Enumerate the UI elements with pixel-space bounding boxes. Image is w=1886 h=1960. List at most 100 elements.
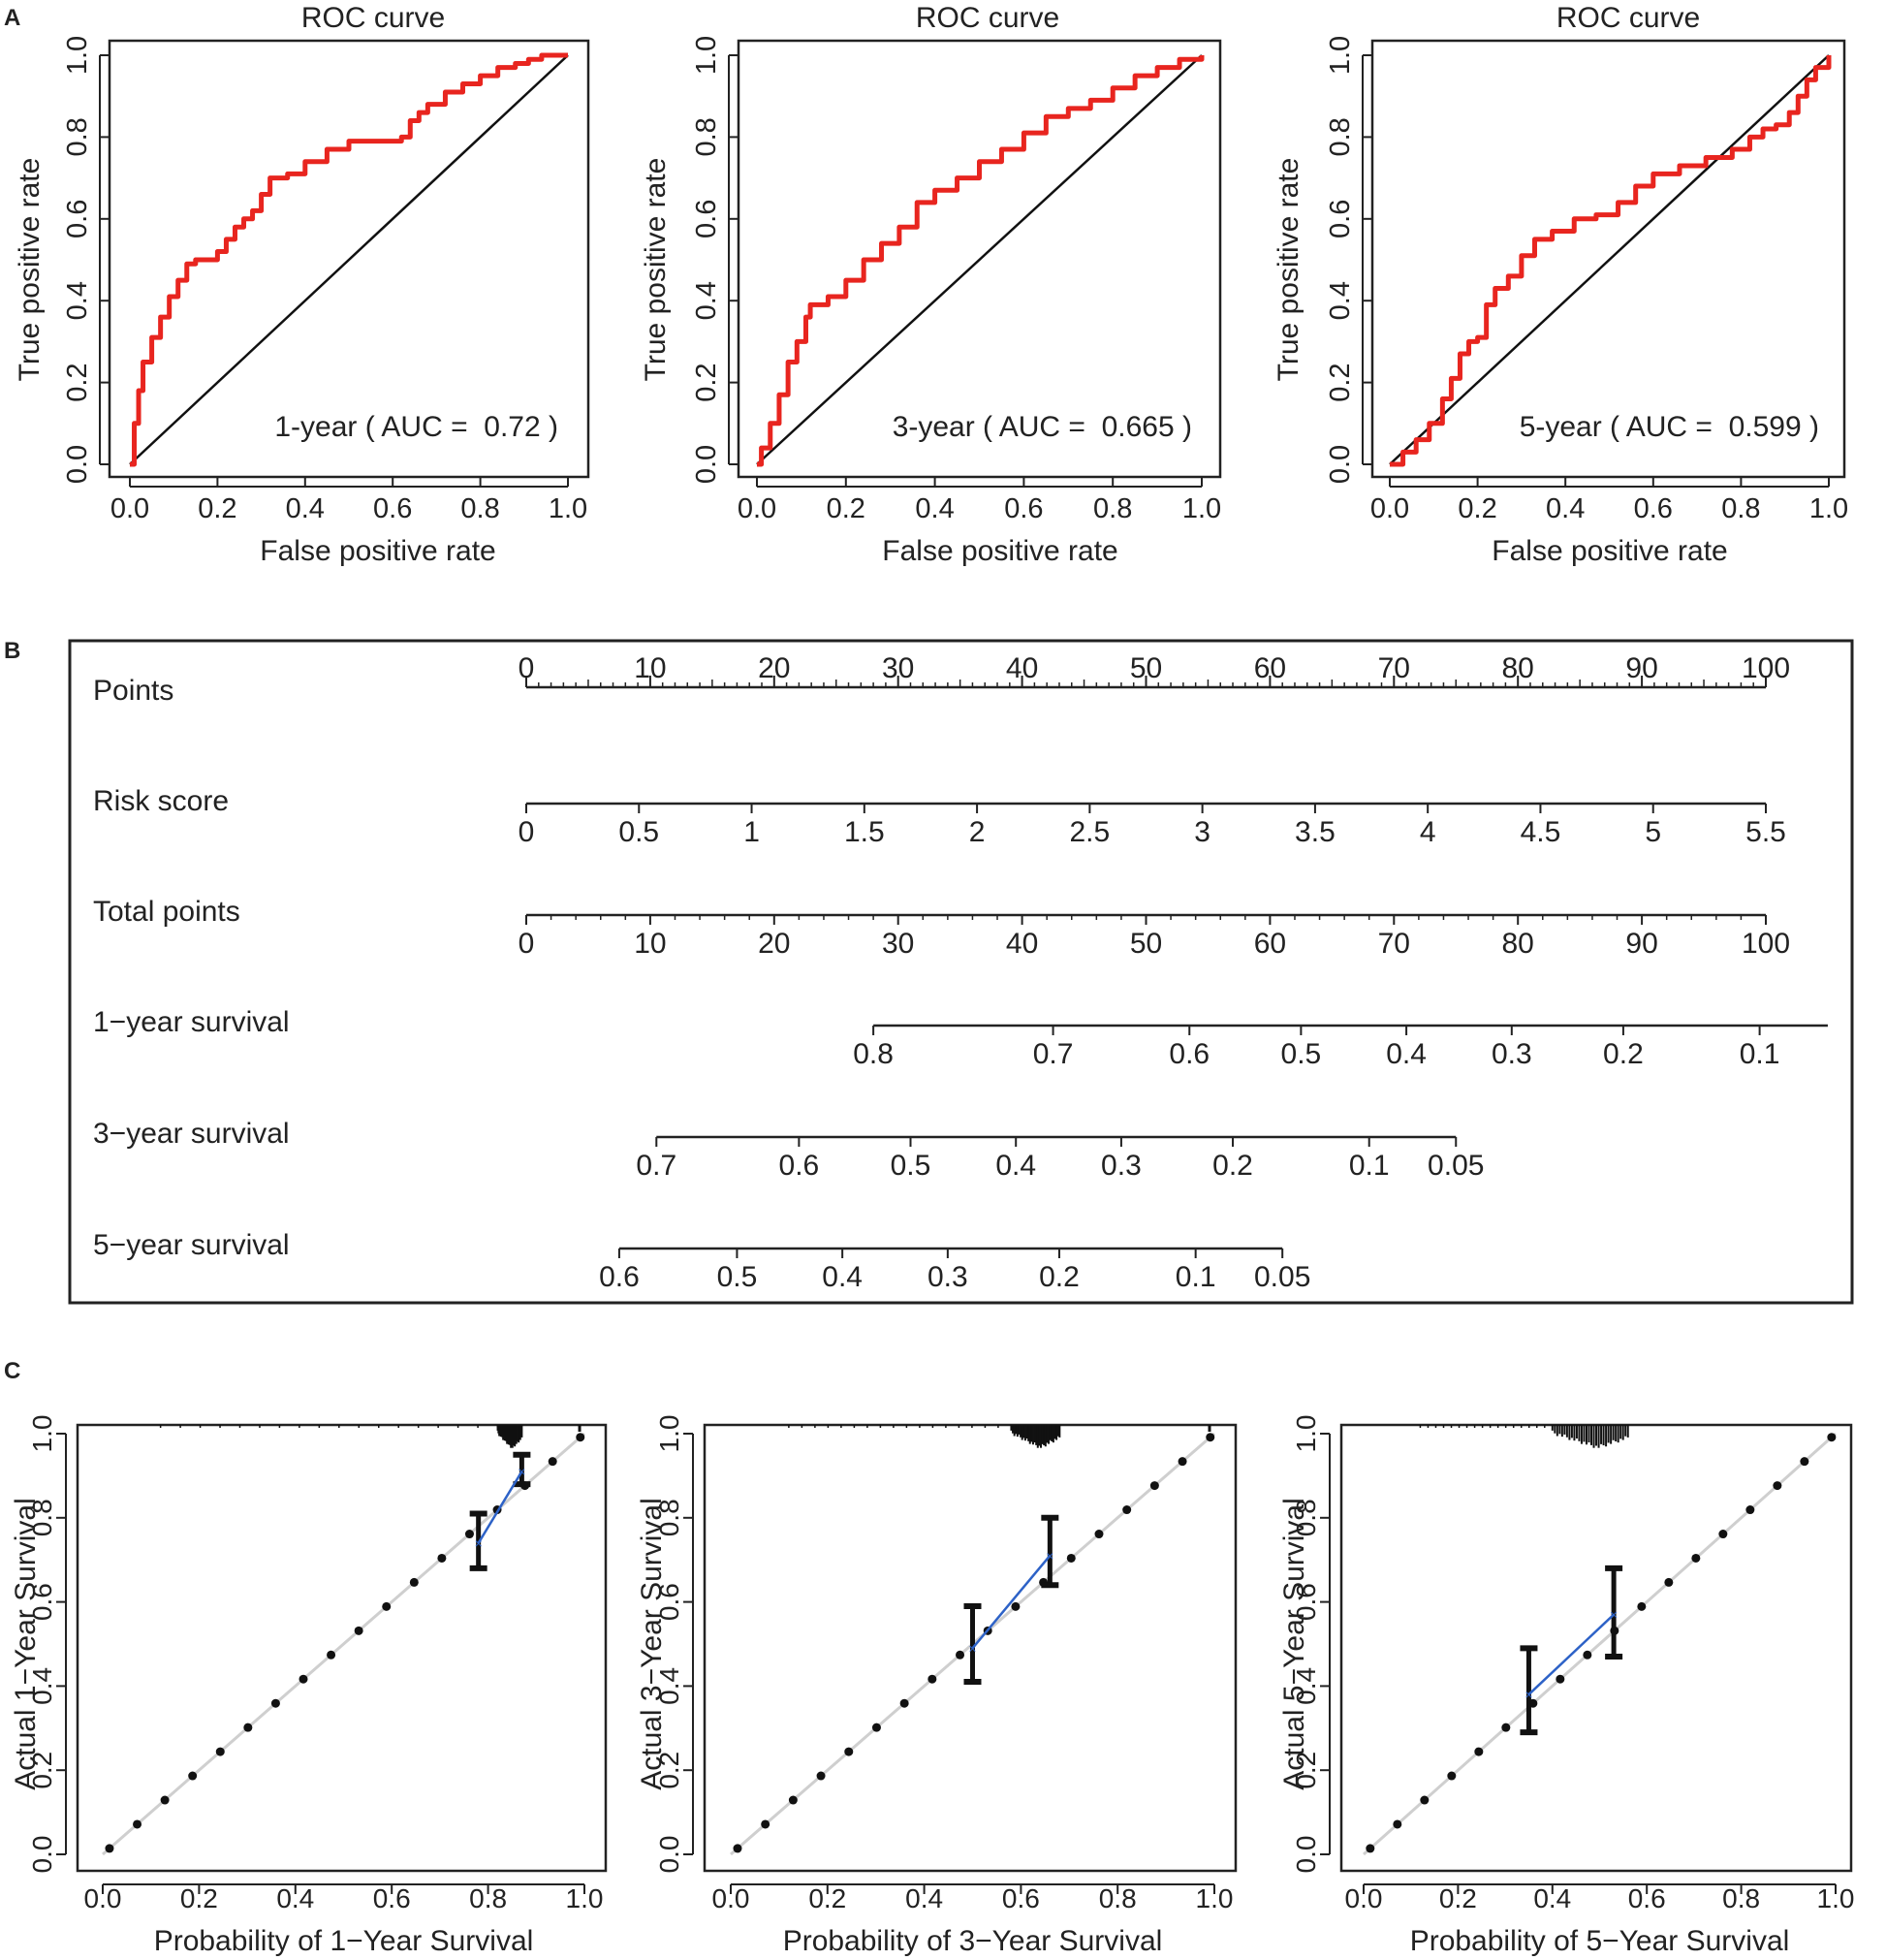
roc-plot-1-year: ROC curve 0.0 0.0 0.2 0.2 0.4 0.4 0.6 0.6 0.8 0.8 1… bbox=[14, 2, 590, 567]
y-tick-label: 1.0 bbox=[27, 1415, 57, 1453]
reference-dot bbox=[1664, 1577, 1674, 1587]
points-tick-label: 40 bbox=[1006, 652, 1038, 684]
ideal-calibration-line bbox=[1363, 1432, 1837, 1856]
nomogram-row-label: Total points bbox=[93, 896, 240, 928]
y-tick-label: 0.0 bbox=[654, 1836, 684, 1874]
nomogram-tick-label: 0.1 bbox=[1176, 1261, 1216, 1293]
chart-title: ROC curve bbox=[301, 2, 445, 34]
nomogram-tick-label: 4.5 bbox=[1521, 816, 1561, 848]
nomogram-tick-label: 0.2 bbox=[1603, 1038, 1644, 1070]
reference-dot bbox=[105, 1844, 114, 1853]
reference-dot bbox=[844, 1747, 854, 1756]
reference-dot bbox=[1011, 1601, 1021, 1611]
y-tick-label: 0.2 bbox=[1325, 363, 1356, 401]
reference-dot bbox=[956, 1650, 965, 1660]
x-tick-label: 0.0 bbox=[1345, 1883, 1383, 1913]
reference-dot bbox=[1094, 1530, 1104, 1539]
reference-dot bbox=[816, 1771, 826, 1781]
x-tick-label: 0.4 bbox=[286, 493, 325, 524]
y-tick-label: 0.2 bbox=[691, 363, 722, 401]
panel-label-b: B bbox=[4, 638, 20, 664]
nomogram-tick-label: 20 bbox=[758, 928, 790, 960]
plot-frame bbox=[703, 1423, 1238, 1873]
y-tick-label: 0.0 bbox=[1325, 445, 1356, 484]
y-axis-label: Actual 3−Year Survival bbox=[636, 1498, 668, 1790]
reference-dot bbox=[327, 1650, 336, 1660]
nomogram-tick-label: 30 bbox=[882, 928, 914, 960]
reference-dot bbox=[1556, 1674, 1565, 1684]
x-tick-label: 1.0 bbox=[566, 1883, 604, 1913]
x-tick-label: 0.0 bbox=[110, 493, 149, 524]
x-axis-label: Probability of 3−Year Survival bbox=[783, 1925, 1163, 1957]
y-tick-label: 1.0 bbox=[1291, 1415, 1321, 1453]
y-axis-label: Actual 1−Year Survival bbox=[10, 1498, 42, 1790]
nomogram-tick-label: 0.4 bbox=[822, 1261, 863, 1293]
reference-dot bbox=[243, 1723, 253, 1732]
points-tick-label: 80 bbox=[1502, 652, 1534, 684]
plot-frame bbox=[76, 1423, 608, 1873]
reference-dot bbox=[761, 1819, 770, 1829]
calibration-point-marker: × bbox=[518, 1464, 525, 1479]
nomogram-tick-label: 0.5 bbox=[618, 816, 659, 848]
y-tick-label: 0.8 bbox=[62, 117, 93, 156]
x-tick-label: 0.6 bbox=[373, 1883, 411, 1913]
nomogram-tick-label: 0.3 bbox=[927, 1261, 968, 1293]
x-tick-label: 0.4 bbox=[915, 493, 954, 524]
roc-curve bbox=[757, 55, 1205, 467]
nomogram-tick-label: 0 bbox=[519, 816, 535, 848]
x-axis-label: Probability of 1−Year Survival bbox=[154, 1925, 534, 1957]
calibration-point-marker: × bbox=[1525, 1687, 1532, 1702]
y-tick-label: 0.8 bbox=[654, 1499, 684, 1536]
x-tick-label: 0.0 bbox=[738, 493, 776, 524]
calibration-point-marker: × bbox=[968, 1640, 976, 1656]
x-tick-label: 0.6 bbox=[1004, 493, 1043, 524]
reference-dot bbox=[1773, 1481, 1782, 1491]
reference-dot bbox=[927, 1674, 937, 1684]
y-tick-label: 0.4 bbox=[1325, 281, 1356, 320]
y-tick-label: 0.0 bbox=[691, 445, 722, 484]
y-tick-label: 0.0 bbox=[27, 1836, 57, 1874]
x-tick-label: 0.4 bbox=[276, 1883, 314, 1913]
reference-dot bbox=[1149, 1481, 1159, 1491]
reference-dot bbox=[1800, 1457, 1809, 1467]
y-tick-label: 0.2 bbox=[1291, 1752, 1321, 1789]
reference-dot bbox=[871, 1723, 881, 1732]
reference-dot bbox=[548, 1457, 557, 1467]
y-tick-label: 0.8 bbox=[1325, 117, 1356, 156]
reference-dot bbox=[437, 1553, 447, 1563]
points-tick-label: 20 bbox=[758, 652, 790, 684]
nomogram-tick-label: 70 bbox=[1378, 928, 1410, 960]
y-tick-label: 0.8 bbox=[691, 117, 722, 156]
reference-dot bbox=[215, 1747, 225, 1756]
y-tick-label: 0.2 bbox=[62, 363, 93, 401]
nomogram-tick-label: 1.5 bbox=[844, 816, 885, 848]
points-tick-label: 100 bbox=[1742, 652, 1790, 684]
calibration-plot-3-year: × × 0.0 0.0 0.2 0.2 0.4 0.4 0.6 0.6 0.8 0.8 1.0 1.0 Pr… bbox=[636, 1415, 1238, 1957]
nomogram-tick-label: 0.5 bbox=[1281, 1038, 1322, 1070]
roc-curve bbox=[130, 52, 568, 467]
reference-dot bbox=[1447, 1771, 1457, 1781]
points-tick-label: 50 bbox=[1130, 652, 1162, 684]
y-tick-label: 0.4 bbox=[654, 1667, 684, 1705]
nomogram-tick-label: 5.5 bbox=[1745, 816, 1786, 848]
y-axis-label: True positive rate bbox=[1273, 158, 1304, 382]
x-axis-label: False positive rate bbox=[882, 535, 1117, 567]
nomogram-tick-label: 10 bbox=[634, 928, 666, 960]
plot-frame bbox=[1370, 39, 1846, 479]
x-tick-label: 0.8 bbox=[1093, 493, 1132, 524]
nomogram-tick-label: 0 bbox=[519, 928, 535, 960]
nomogram-tick-label: 50 bbox=[1130, 928, 1162, 960]
nomogram-tick-label: 4 bbox=[1420, 816, 1436, 848]
roc-curve bbox=[1390, 55, 1832, 467]
y-tick-label: 0.4 bbox=[1291, 1667, 1321, 1705]
auc-annotation: 5-year ( AUC = 0.599 ) bbox=[1520, 411, 1819, 443]
points-tick-label: 10 bbox=[634, 652, 666, 684]
x-tick-label: 0.6 bbox=[1634, 493, 1673, 524]
calibration-plot-5-year: × × 0.0 0.0 0.2 0.2 0.4 0.4 0.6 0.6 0.8 0.8 1.0 1.0 Pr… bbox=[1278, 1415, 1854, 1957]
reference-dot bbox=[788, 1795, 798, 1805]
y-tick-label: 0.2 bbox=[654, 1752, 684, 1789]
x-tick-label: 0.6 bbox=[373, 493, 412, 524]
reference-dot bbox=[382, 1601, 392, 1611]
reference-dot bbox=[1366, 1844, 1375, 1853]
